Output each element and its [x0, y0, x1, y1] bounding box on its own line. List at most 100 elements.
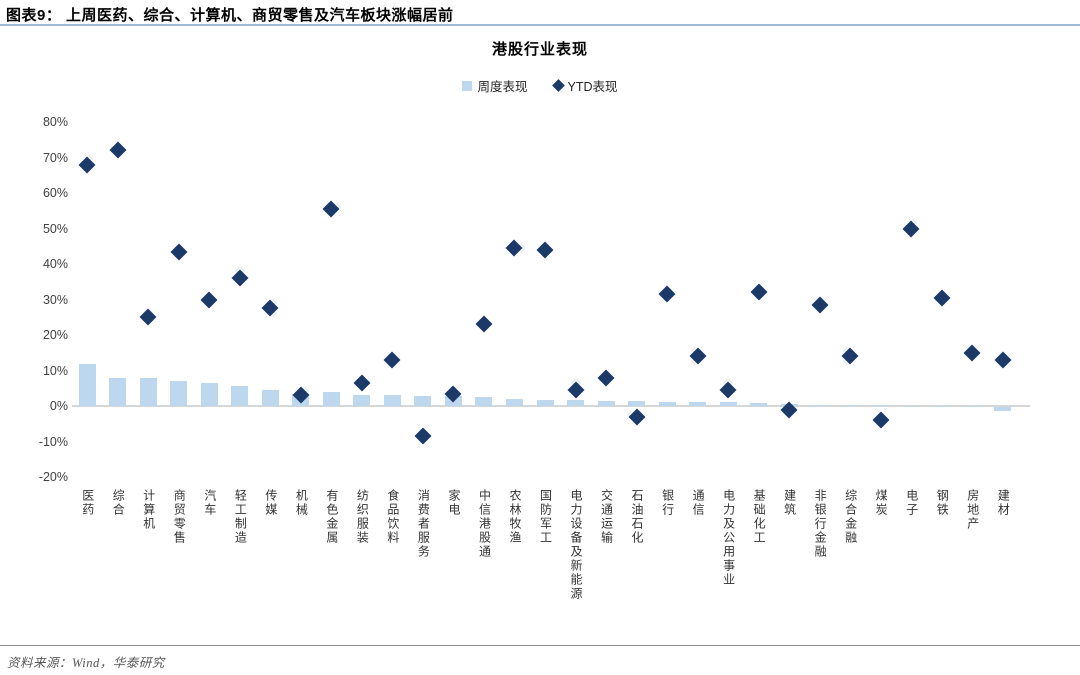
x-category-label: 通信 [691, 489, 706, 517]
ytd-diamond [811, 296, 829, 314]
x-axis-line [72, 405, 1030, 407]
weekly-bar [689, 402, 707, 406]
ytd-diamond [872, 411, 890, 429]
weekly-bar [383, 395, 401, 406]
x-category-label: 综合金融 [843, 489, 858, 545]
ytd-diamond [750, 283, 768, 301]
ytd-diamond [841, 347, 859, 365]
y-tick-label: -10% [38, 434, 68, 449]
weekly-bar [719, 402, 737, 406]
weekly-bar [261, 390, 279, 406]
ytd-diamond [567, 381, 585, 399]
x-category-label: 有色金属 [324, 489, 339, 545]
x-category-label: 医药 [80, 489, 95, 517]
x-category-label: 煤炭 [874, 489, 889, 517]
ytd-diamond [109, 141, 127, 159]
weekly-bar [322, 391, 340, 406]
figure-title: 图表9： 上周医药、综合、计算机、商贸零售及汽车板块涨幅居前 [6, 7, 454, 24]
ytd-diamond [231, 269, 249, 287]
legend-label-weekly: 周度表现 [477, 80, 528, 94]
y-tick-label: 20% [42, 328, 68, 342]
ytd-diamond [689, 347, 707, 365]
weekly-bar [658, 402, 676, 406]
ytd-diamond [994, 351, 1012, 369]
x-category-label: 商贸零售 [172, 489, 187, 545]
ytd-diamond [597, 369, 615, 387]
x-category-label: 基础化工 [752, 489, 767, 545]
ytd-diamond [628, 408, 646, 426]
y-tick-label: 40% [42, 257, 68, 271]
ytd-diamond [322, 200, 340, 218]
x-category-label: 纺织服装 [355, 489, 370, 545]
y-tick-label: 70% [42, 150, 68, 165]
x-category-label: 石油石化 [630, 489, 645, 545]
weekly-bar [536, 399, 554, 406]
x-category-label: 机械 [294, 489, 309, 517]
legend-label-ytd: YTD表现 [567, 80, 618, 94]
y-tick-label: 50% [42, 221, 68, 236]
ytd-diamond [902, 220, 920, 237]
y-tick-label: 30% [42, 292, 68, 307]
y-tick-label: 80% [42, 115, 68, 129]
x-category-label: 食品饮料 [385, 489, 400, 545]
ytd-diamond [933, 289, 951, 307]
weekly-bar [414, 396, 432, 406]
x-category-label: 电力及公用事业 [721, 489, 736, 587]
ytd-diamond [505, 239, 523, 257]
ytd-diamond [658, 285, 676, 303]
x-category-label: 钢铁 [935, 489, 950, 517]
footer-divider [0, 645, 1080, 646]
weekly-bar [597, 400, 615, 406]
chart-legend: 周度表现 YTD表现 [0, 76, 1080, 95]
x-category-label: 家电 [446, 489, 461, 517]
weekly-bar [872, 405, 890, 406]
x-category-label: 汽车 [202, 489, 217, 517]
weekly-bar [567, 399, 585, 406]
ytd-diamond [353, 374, 371, 392]
weekly-bar [841, 404, 859, 406]
y-tick-label: 0% [49, 399, 68, 413]
ytd-diamond [414, 427, 432, 445]
x-category-label: 建筑 [782, 489, 797, 517]
x-category-label: 国防军工 [538, 489, 553, 545]
legend-item-ytd: YTD表现 [551, 76, 618, 95]
x-category-label: 消费者服务 [416, 489, 431, 559]
weekly-bar [353, 395, 371, 406]
y-tick-label: -20% [38, 470, 68, 484]
x-category-label: 建材 [996, 489, 1011, 517]
x-category-label: 交通运输 [599, 489, 614, 545]
x-category-label: 计算机 [141, 489, 156, 531]
weekly-bar [200, 382, 218, 406]
ytd-diamond [475, 315, 493, 333]
ytd-diamond [536, 241, 554, 259]
ytd-diamond [200, 291, 218, 308]
title-underline [0, 24, 1080, 26]
weekly-bar [231, 386, 249, 406]
x-category-label: 电子 [904, 489, 919, 517]
x-category-label: 农林牧渔 [507, 489, 522, 545]
ytd-diamond [170, 243, 188, 261]
x-category-label: 银行 [660, 489, 675, 517]
ytd-diamond [261, 299, 279, 317]
y-tick-label: 60% [42, 186, 68, 200]
weekly-bar [811, 404, 829, 406]
source-note: 资料来源：Wind，华泰研究 [7, 656, 165, 670]
ytd-diamond [383, 351, 401, 369]
x-category-label: 轻工制造 [233, 489, 248, 545]
weekly-bar [78, 364, 96, 406]
weekly-bar [505, 398, 523, 406]
weekly-bar [628, 401, 646, 406]
chart-title: 港股行业表现 [491, 41, 588, 58]
legend-item-weekly: 周度表现 [462, 76, 528, 95]
weekly-bar [109, 377, 127, 406]
ytd-diamond [78, 156, 96, 174]
x-category-label: 综合 [111, 489, 126, 517]
weekly-bar [475, 397, 493, 406]
x-category-label: 中信港股通 [477, 489, 492, 559]
ytd-diamond [719, 381, 737, 399]
weekly-square-icon [462, 80, 473, 91]
weekly-bar [994, 407, 1012, 411]
x-category-label: 非银行金融 [813, 489, 828, 559]
